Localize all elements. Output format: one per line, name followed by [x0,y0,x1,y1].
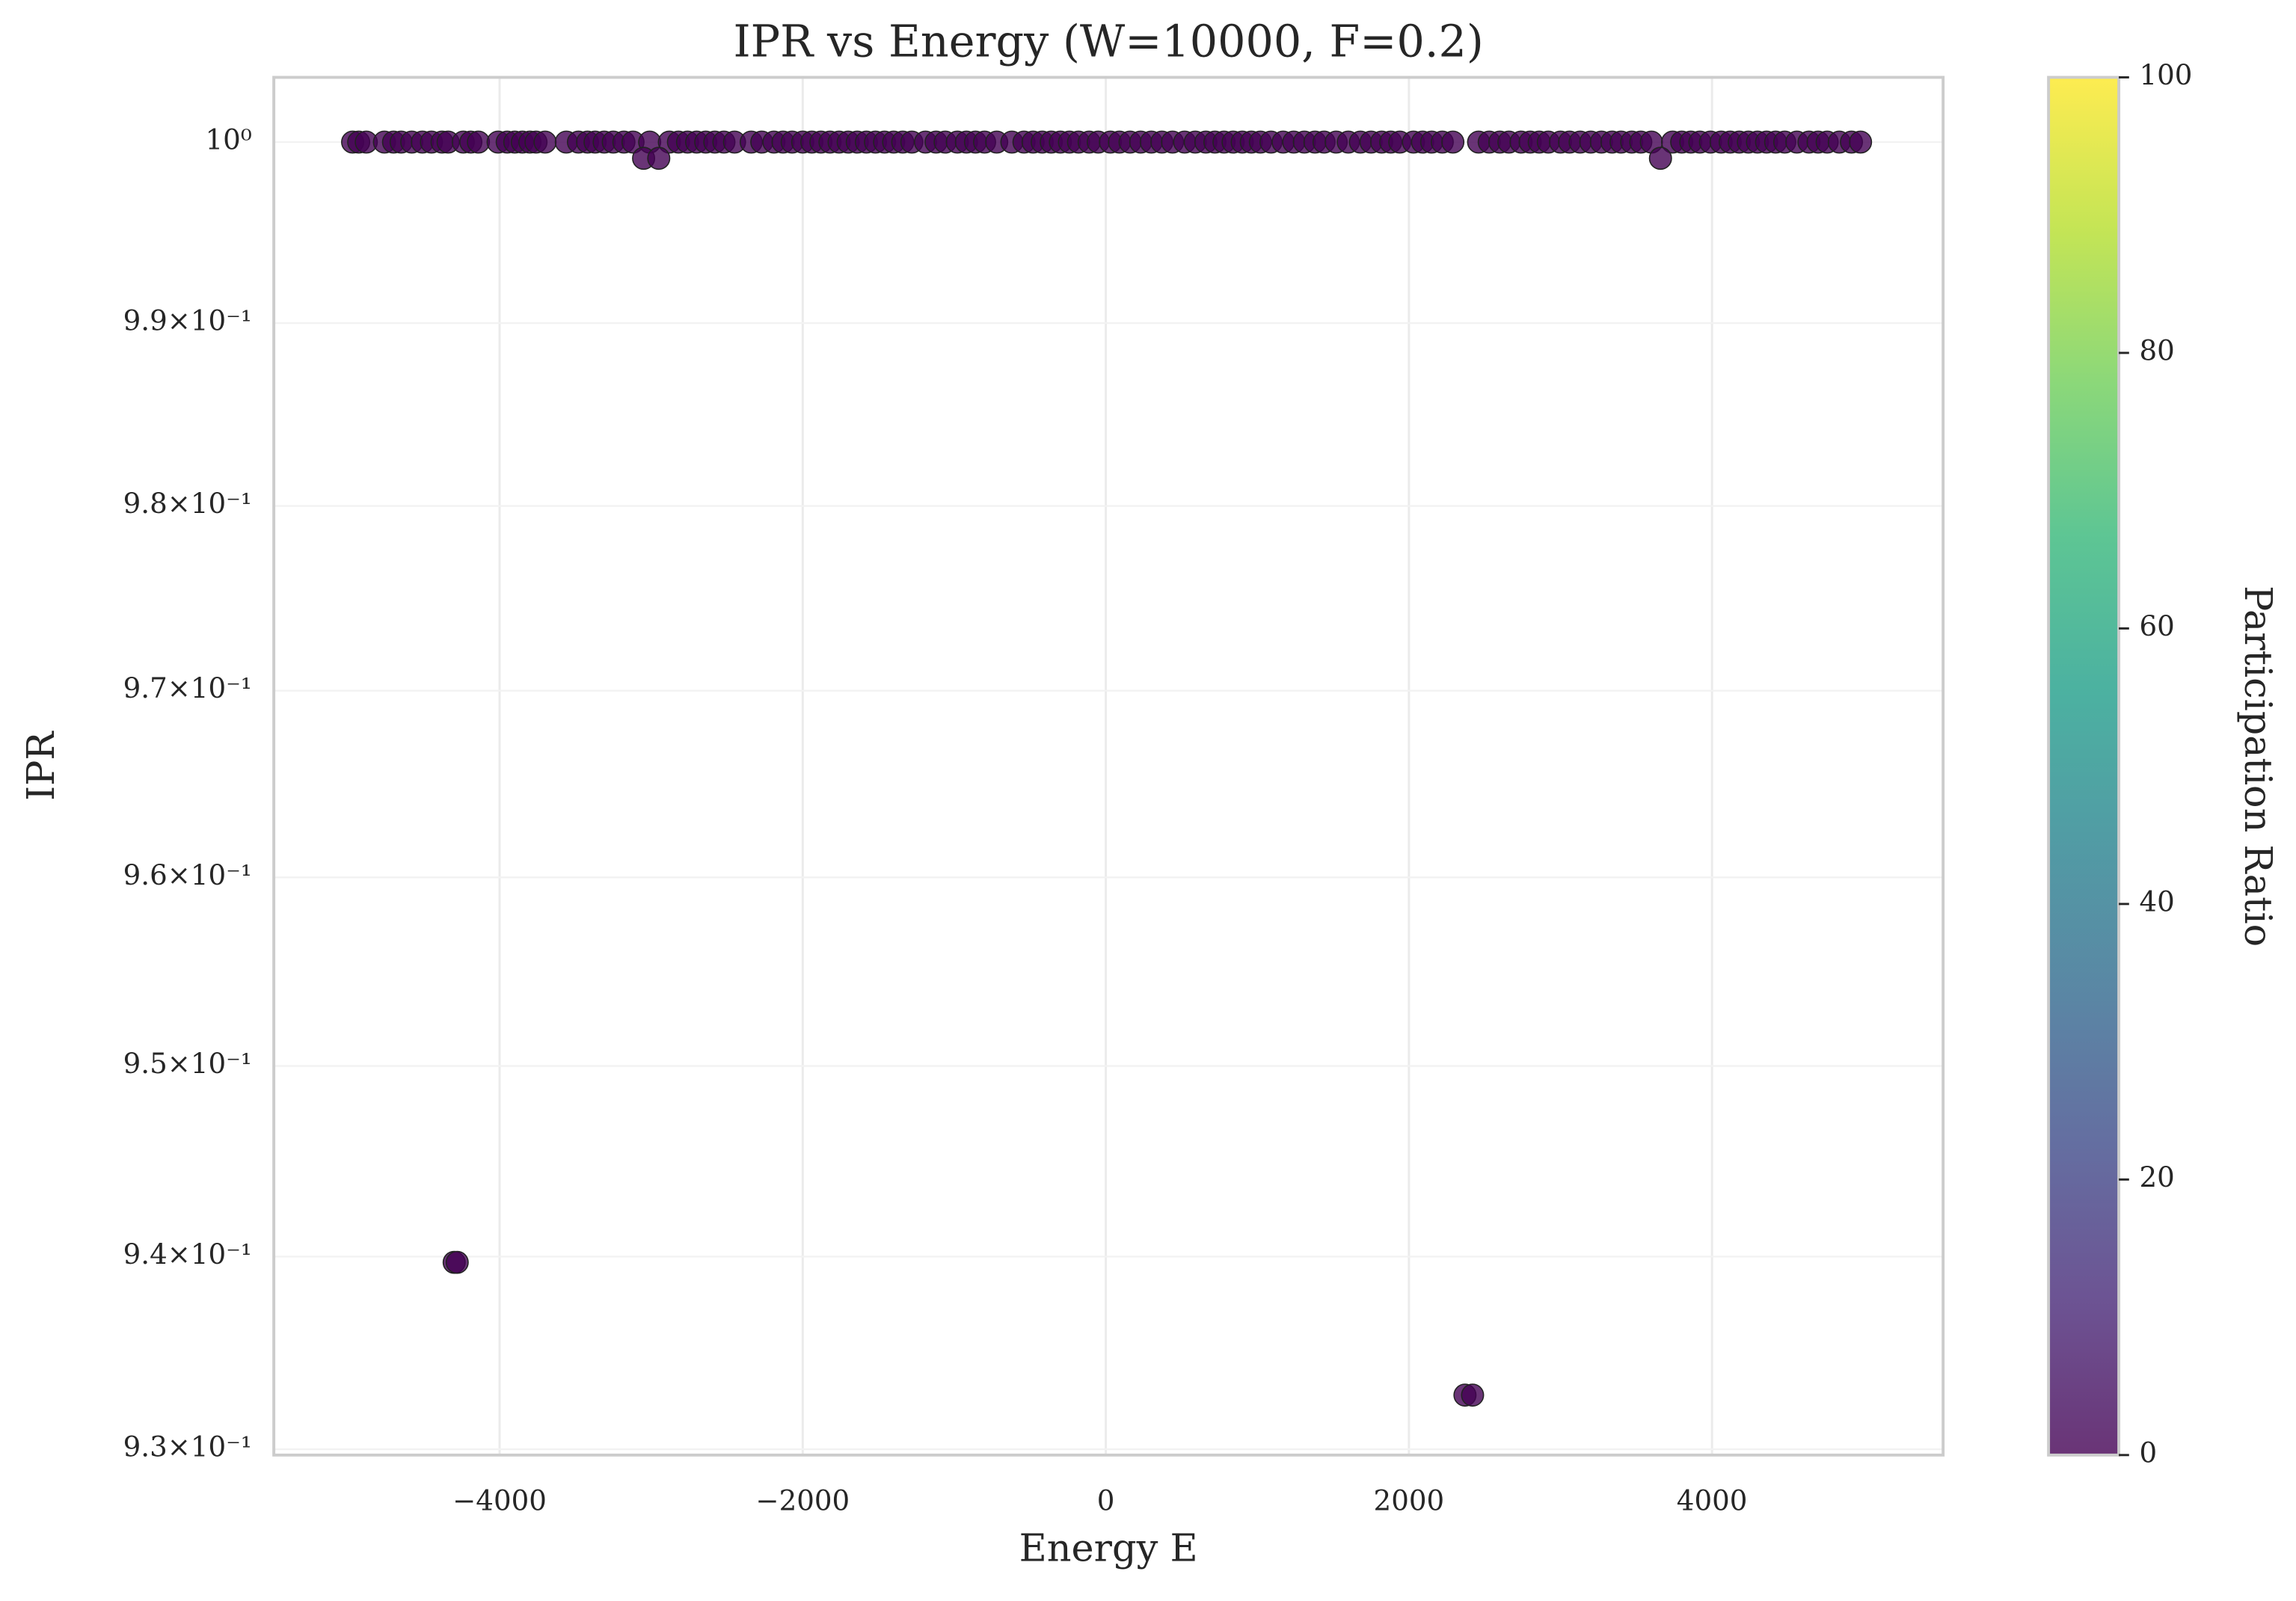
x-tick-label: −2000 [755,1485,850,1517]
colorbar-tick-label: 80 [2140,334,2175,366]
x-tick-label: −4000 [452,1485,547,1517]
x-tick-label: 4000 [1677,1485,1748,1517]
y-tick-label: 9.9×10⁻¹ [123,305,252,337]
y-tick-label: 9.6×10⁻¹ [123,859,252,891]
point [1461,1383,1485,1407]
y-tick-label: 9.8×10⁻¹ [123,488,252,520]
point [1441,130,1465,154]
colorbar-label: Participation Ratio [2236,586,2280,947]
colorbar-tick-label: 0 [2140,1436,2158,1469]
y-tick-label: 9.7×10⁻¹ [123,672,252,704]
y-tick-label: 9.3×10⁻¹ [123,1431,252,1463]
colorbar-tick-label: 60 [2140,610,2175,642]
y-tick-label: 9.5×10⁻¹ [123,1048,252,1080]
point [647,147,671,170]
point [445,1250,469,1274]
point [467,130,491,154]
y-axis-label: IPR [19,731,63,801]
colorbar [2047,76,2121,1457]
point [1648,147,1672,170]
x-axis-label: Energy E [1019,1526,1198,1570]
colorbar-tick-label: 100 [2140,59,2193,91]
colorbar-tick-label: 40 [2140,885,2175,918]
colorbar-tick-label: 20 [2140,1161,2175,1193]
point [1849,130,1873,154]
x-tick-label: 2000 [1374,1485,1445,1517]
y-tick-label: 10⁰ [206,124,252,156]
x-tick-label: 0 [1097,1485,1115,1517]
plot-frame [272,76,1945,1457]
point [533,130,557,154]
y-tick-label: 9.4×10⁻¹ [123,1238,252,1270]
chart-title: IPR vs Energy (W=10000, F=0.2) [733,16,1483,67]
